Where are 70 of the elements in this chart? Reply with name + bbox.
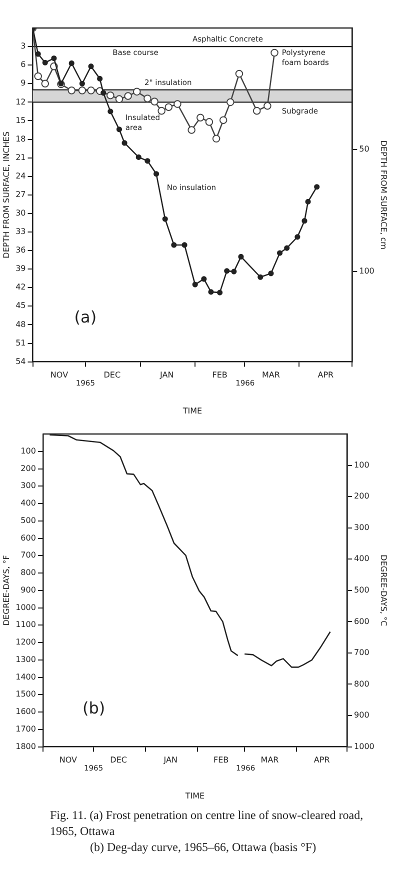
y-tick-label: 1000: [16, 602, 36, 612]
y-tick-label: 1800: [16, 742, 36, 751]
y-tick-label: 27: [16, 190, 26, 199]
y-tick-label: 1500: [16, 690, 36, 699]
y-tick-label: 1200: [16, 638, 36, 647]
x-tick-label: MAR: [260, 756, 280, 765]
caption: Fig. 11. (a) Frost penetration on centre line of snow-cleared road, 1965, Ottawa: [50, 807, 364, 839]
y-tick-label: 48: [16, 320, 26, 329]
y2-tick-label: 300: [354, 522, 370, 532]
annotation: (a): [74, 308, 97, 327]
y-tick-label: 400: [20, 498, 36, 508]
y-tick-label: 6: [20, 60, 26, 70]
y-tick-label: 300: [20, 481, 36, 490]
y-tick-label: 45: [16, 301, 26, 310]
y2-tick-label: 50: [359, 144, 370, 154]
x-tick-label: APR: [314, 756, 330, 765]
y-tick-label: 1700: [16, 724, 36, 734]
y-tick-label: 24: [16, 171, 26, 180]
x-tick-label: NOV: [59, 756, 78, 765]
y-tick-label: 500: [20, 516, 36, 525]
x-tick-label: JAN: [159, 370, 174, 380]
y-tick-label: 9: [20, 78, 26, 88]
y-tick-label: 30: [16, 208, 26, 218]
x-tick-label: FEB: [212, 370, 228, 380]
x-tick-label: NOV: [50, 370, 69, 380]
x-tick-label: FEB: [213, 756, 229, 765]
y2-tick-label: 900: [354, 710, 370, 720]
y-tick-label: 42: [16, 282, 26, 292]
y-tick-label: 12: [16, 97, 26, 106]
y2-tick-label: 200: [354, 492, 370, 501]
x-tick-label: DEC: [104, 370, 121, 380]
y2-tick-label: 500: [354, 585, 370, 594]
y-tick-label: 100: [20, 446, 36, 456]
y-tick-label: 15: [16, 116, 26, 125]
y2-tick-label: 100: [359, 266, 374, 276]
y-tick-label: 1100: [16, 620, 36, 630]
y-tick-label: 900: [20, 585, 36, 594]
y-tick-label: 800: [20, 568, 36, 578]
y-tick-label: 39: [16, 264, 26, 274]
x-axis-title: TIME: [184, 791, 205, 800]
y-tick-label: 18: [16, 134, 26, 144]
text: (b) Deg-day curve, 1965–66, Ottawa (basis °F): [89, 839, 318, 855]
y2-tick-label: 800: [354, 679, 370, 688]
y2-axis-title: DEGREE-DAYS, °C: [379, 554, 388, 627]
y2-tick-label: 700: [354, 648, 370, 658]
y-tick-label: 54: [16, 356, 26, 366]
y-tick-label: 600: [20, 533, 36, 542]
y2-tick-label: 100: [354, 460, 370, 470]
y-axis-title: DEGREE-DAYS, °F: [2, 554, 11, 626]
y-tick-label: 51: [16, 338, 26, 348]
y-tick-label: 200: [20, 464, 36, 473]
x-tick-label: JAN: [162, 756, 178, 765]
x-tick-label: APR: [318, 370, 334, 380]
y-tick-label: 1300: [16, 654, 36, 664]
y-tick-label: 1400: [16, 672, 36, 682]
y-tick-label: 1600: [16, 707, 36, 716]
y-tick-label: 21: [16, 152, 26, 162]
y-axis-title: DEPTH FROM SURFACE, INCHES: [2, 131, 11, 258]
y-tick-label: 3: [20, 42, 26, 51]
annotation: (b): [82, 698, 106, 718]
y2-tick-label: 400: [354, 554, 370, 564]
y2-tick-label: 600: [354, 616, 370, 626]
y2-tick-label: 1000: [354, 742, 374, 751]
y-tick-label: 33: [16, 227, 26, 236]
x-tick-label: DEC: [110, 756, 128, 765]
y2-axis-title: DEPTH FROM SURFACE, cm: [379, 140, 388, 250]
y-tick-label: 700: [20, 550, 36, 560]
x-tick-label: MAR: [262, 370, 280, 380]
y-tick-label: 36: [16, 246, 26, 255]
x-axis-title: TIME: [182, 406, 202, 416]
